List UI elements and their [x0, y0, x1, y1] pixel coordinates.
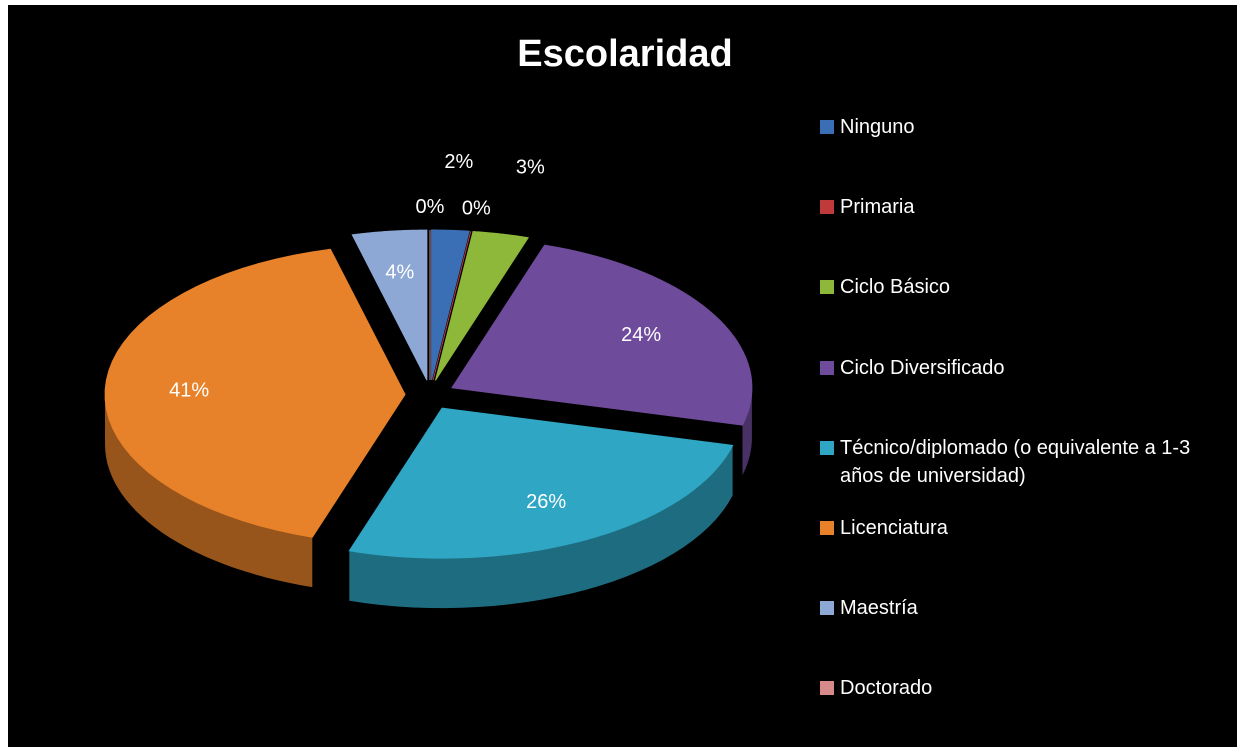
- legend-label: Ninguno: [840, 116, 915, 138]
- legend-item: Doctorado: [820, 674, 1200, 702]
- legend-swatch: [820, 280, 834, 295]
- chart-title: Escolaridad: [517, 33, 732, 75]
- legend-swatch: [820, 440, 834, 455]
- data-labels: 2% 0% 3% 24% 26% 41% 4% 0%: [169, 151, 661, 513]
- legend-swatch: [820, 200, 834, 215]
- slice: [351, 229, 428, 381]
- slice-side: [349, 445, 733, 609]
- slice-tops: [104, 229, 753, 559]
- legend-label: Ciclo Diversificado: [840, 356, 1005, 379]
- data-label: 0%: [416, 196, 445, 218]
- legend-label: Primaria: [840, 196, 915, 219]
- data-label: 41%: [169, 379, 209, 401]
- legend-label: Ciclo Básico: [840, 276, 951, 299]
- legend-item: Licenciatura: [820, 514, 1200, 542]
- legend-item: Primaria: [820, 193, 1200, 221]
- data-label: 26%: [526, 491, 566, 513]
- slice-sides: [105, 387, 752, 609]
- legend-swatch: [820, 521, 834, 535]
- legend-item: Maestría: [820, 594, 1200, 622]
- legend-item: Ninguno: [820, 113, 1200, 141]
- legend-swatch: [820, 681, 834, 696]
- legend-label: Licenciatura: [840, 517, 948, 539]
- data-label: 2%: [444, 151, 473, 173]
- legend-label: Maestría: [840, 597, 918, 620]
- legend-item: Ciclo Diversificado: [820, 354, 1200, 382]
- legend-swatch: [820, 601, 834, 616]
- legend-swatch: [820, 120, 834, 134]
- data-label: 24%: [621, 324, 661, 346]
- data-label: 4%: [385, 261, 414, 283]
- legend-label: Doctorado: [840, 677, 933, 700]
- legend-item: Técnico/diplomado (o equivalente a 1-3 a…: [820, 434, 1200, 490]
- legend-swatch: [820, 360, 834, 375]
- slice: [348, 407, 734, 559]
- slice: [434, 231, 529, 381]
- slice: [451, 244, 753, 426]
- slice-side: [742, 387, 752, 476]
- slice: [431, 229, 470, 381]
- slice: [432, 231, 472, 381]
- legend-item: Ciclo Básico: [820, 273, 1200, 301]
- slice-side: [105, 394, 313, 588]
- slice: [104, 248, 406, 538]
- legend-label: Técnico/diplomado (o equivalente a 1-3 a…: [840, 436, 1191, 487]
- data-label: 0%: [462, 197, 491, 219]
- data-label: 3%: [516, 156, 545, 178]
